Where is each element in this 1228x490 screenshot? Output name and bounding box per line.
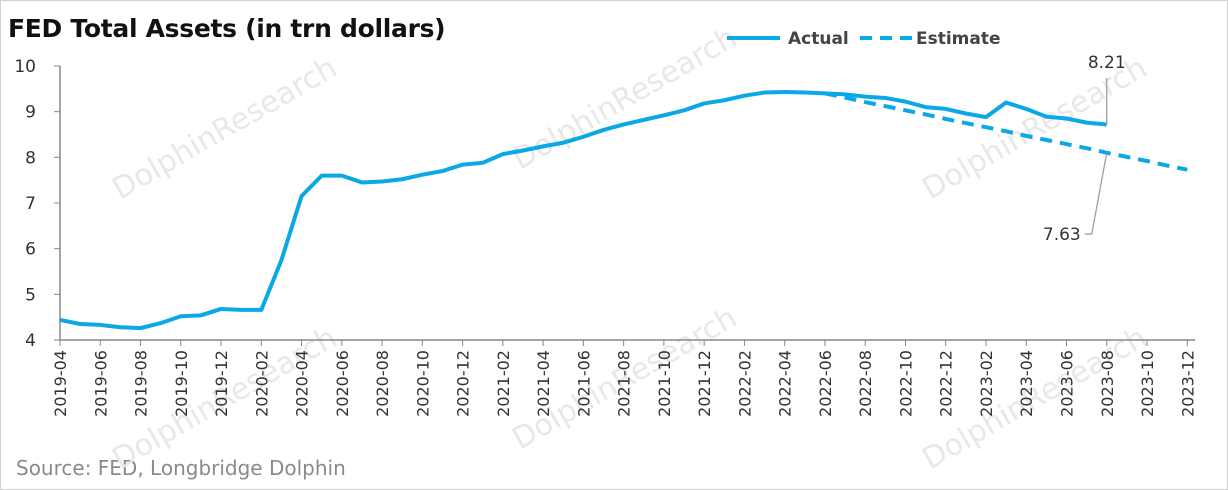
x-tick-label: 2019-10 (172, 350, 191, 417)
x-tick-label: 2022-04 (776, 350, 795, 417)
x-tick-label: 2020-04 (293, 350, 312, 417)
x-tick-label: 2022-12 (937, 350, 956, 417)
y-tick-label: 9 (25, 103, 36, 123)
y-tick-label: 4 (25, 331, 36, 351)
y-tick-label: 8 (25, 148, 36, 168)
x-tick-label: 2021-02 (494, 350, 513, 417)
x-tick-label: 2022-06 (816, 350, 835, 417)
x-tick-label: 2021-12 (695, 350, 714, 417)
x-tick-label: 2020-08 (373, 350, 392, 417)
y-tick-label: 5 (25, 285, 36, 305)
x-tick-label: 2023-10 (1138, 350, 1157, 417)
y-tick-label: 6 (25, 240, 36, 260)
x-tick-label: 2021-04 (534, 350, 553, 417)
x-tick-label: 2023-04 (1017, 350, 1036, 417)
x-tick-label: 2020-10 (413, 350, 432, 417)
x-tick-label: 2020-06 (333, 350, 352, 417)
annotation-leader (1084, 152, 1108, 235)
x-tick-label: 2023-08 (1098, 350, 1117, 417)
x-tick-label: 2019-12 (212, 350, 231, 417)
source-note: Source: FED, Longbridge Dolphin (16, 456, 346, 480)
x-tick-label: 2020-12 (454, 350, 473, 417)
y-tick-label: 10 (14, 57, 36, 77)
y-tick-label: 7 (25, 194, 36, 214)
x-tick-label: 2019-06 (91, 350, 110, 417)
x-tick-label: 2023-06 (1058, 350, 1077, 417)
chart-title: FED Total Assets (in trn dollars) (8, 14, 446, 43)
x-tick-label: 2020-02 (252, 350, 271, 417)
x-tick-label: 2021-10 (655, 350, 674, 417)
annotation-label: 8.21 (1088, 53, 1126, 73)
x-tick-label: 2022-02 (735, 350, 754, 417)
watermark-text: DolphinResearch (917, 50, 1153, 207)
x-tick-label: 2022-10 (896, 350, 915, 417)
x-tick-label: 2023-02 (977, 350, 996, 417)
x-tick-label: 2019-04 (51, 350, 70, 417)
x-tick-label: 2021-08 (615, 350, 634, 417)
x-tick-label: 2021-06 (574, 350, 593, 417)
annotation-label: 7.63 (1043, 225, 1081, 245)
legend-label-actual: Actual (788, 29, 849, 49)
x-tick-label: 2019-08 (132, 350, 151, 417)
x-tick-label: 2022-08 (856, 350, 875, 417)
legend-label-estimate: Estimate (916, 29, 1001, 49)
x-tick-label: 2023-12 (1178, 350, 1197, 417)
series-line-estimate (824, 91, 1188, 172)
series-line-actual (59, 90, 1107, 331)
watermark-text: DolphinResearch (107, 50, 343, 207)
watermark-text: DolphinResearch (507, 20, 743, 177)
